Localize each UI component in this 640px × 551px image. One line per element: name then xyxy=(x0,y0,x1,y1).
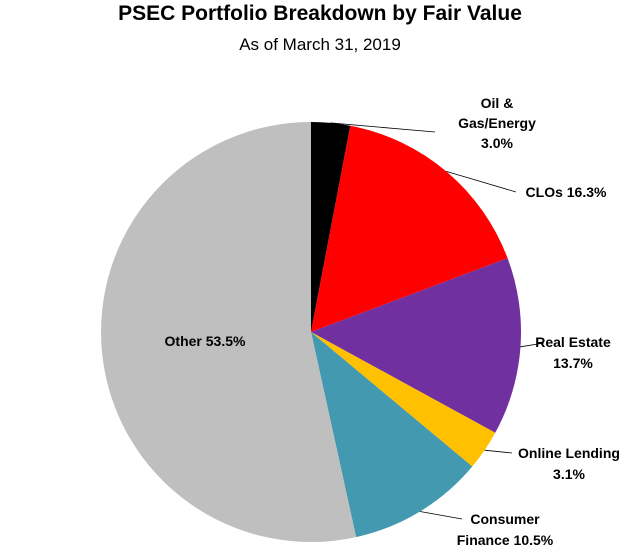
pie-slices xyxy=(101,122,522,542)
label-other: Other 53.5% xyxy=(165,333,246,349)
slice-oil xyxy=(311,122,351,332)
label-online-lending: Online Lending 3.1% xyxy=(518,445,620,482)
label-oil: Oil & Gas/Energy 3.0% xyxy=(458,95,536,151)
label-real-estate: Real Estate 13.7% xyxy=(535,334,611,371)
chart-title: PSEC Portfolio Breakdown by Fair Value xyxy=(118,2,522,25)
slice-labels: Oil & Gas/Energy 3.0% CLOs 16.3% Real Estate… xyxy=(165,95,620,548)
chart-subtitle: As of March 31, 2019 xyxy=(239,35,401,54)
slice-consumer-finance xyxy=(311,332,473,538)
leader-line-consumer-finance xyxy=(419,511,463,520)
slice-real-estate xyxy=(311,258,522,433)
slice-online-lending xyxy=(311,332,496,467)
leader-line-real-estate xyxy=(520,342,545,348)
leader-lines xyxy=(330,122,545,520)
slice-clos xyxy=(311,125,508,333)
label-consumer-finance: Consumer Finance 10.5% xyxy=(457,511,554,548)
label-clos: CLOs 16.3% xyxy=(526,184,607,200)
leader-line-clos xyxy=(446,170,517,193)
leader-line-online-lending xyxy=(484,449,513,454)
leader-line-oil xyxy=(330,122,436,133)
slice-other xyxy=(101,122,357,542)
